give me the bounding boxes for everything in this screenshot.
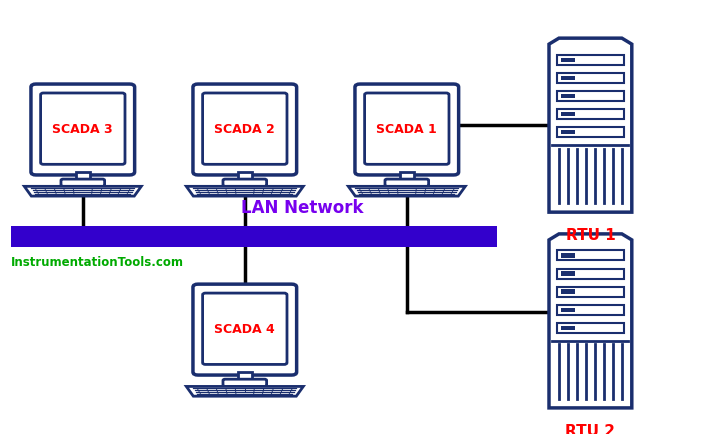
Bar (76, 173, 90, 181)
Text: LAN Network: LAN Network (241, 199, 364, 217)
Bar (562, 290, 575, 294)
Polygon shape (186, 187, 303, 197)
Text: InstrumentationTools.com: InstrumentationTools.com (11, 256, 184, 269)
Bar (562, 59, 575, 63)
Text: SCADA 3: SCADA 3 (53, 123, 113, 136)
Polygon shape (348, 187, 465, 197)
Polygon shape (549, 234, 632, 408)
FancyBboxPatch shape (385, 180, 428, 187)
FancyBboxPatch shape (40, 94, 125, 165)
FancyBboxPatch shape (61, 180, 104, 187)
Bar (238, 372, 252, 381)
FancyBboxPatch shape (193, 85, 297, 176)
Bar (11, 226, 497, 247)
Bar (562, 112, 575, 117)
FancyBboxPatch shape (355, 85, 459, 176)
Bar (557, 128, 624, 138)
Bar (557, 92, 624, 102)
FancyBboxPatch shape (223, 379, 266, 387)
Bar (238, 173, 252, 181)
FancyBboxPatch shape (202, 293, 287, 365)
Bar (557, 74, 624, 84)
Polygon shape (24, 187, 141, 197)
Bar (557, 305, 624, 315)
Bar (562, 254, 575, 258)
Text: RTU 1: RTU 1 (565, 228, 616, 243)
FancyBboxPatch shape (193, 285, 297, 375)
Bar (562, 272, 575, 276)
Bar (562, 326, 575, 330)
FancyBboxPatch shape (364, 94, 449, 165)
Bar (557, 56, 624, 66)
Bar (557, 323, 624, 333)
Bar (562, 95, 575, 99)
Bar (562, 131, 575, 135)
FancyBboxPatch shape (223, 180, 266, 187)
Text: SCADA 4: SCADA 4 (215, 322, 275, 335)
FancyBboxPatch shape (31, 85, 135, 176)
Text: SCADA 1: SCADA 1 (377, 123, 437, 136)
Bar (562, 76, 575, 81)
Bar (557, 287, 624, 297)
Bar (400, 173, 414, 181)
Bar (557, 269, 624, 279)
Bar (557, 110, 624, 120)
Polygon shape (186, 387, 303, 396)
Text: RTU 2: RTU 2 (565, 423, 616, 434)
FancyBboxPatch shape (202, 94, 287, 165)
Text: SCADA 2: SCADA 2 (215, 123, 275, 136)
Polygon shape (549, 39, 632, 213)
Bar (562, 308, 575, 312)
Bar (557, 251, 624, 261)
